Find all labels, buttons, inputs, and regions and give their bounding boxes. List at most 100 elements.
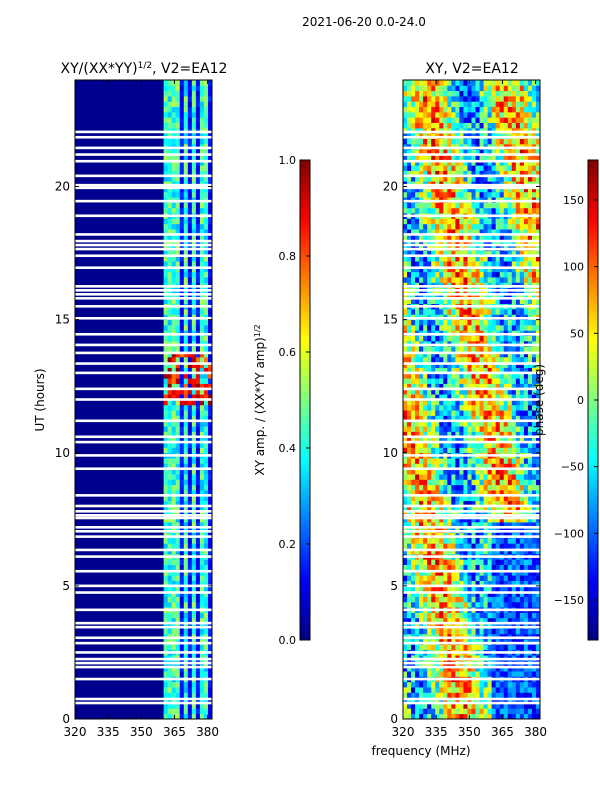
heatmap-cell: [495, 612, 501, 619]
heatmap-cell: [455, 506, 460, 512]
heatmap-cell: [527, 218, 533, 225]
heatmap-cell: [167, 218, 173, 225]
heatmap-cell: [443, 692, 448, 699]
heatmap-cell: [183, 95, 189, 102]
heatmap-cell: [439, 442, 444, 448]
heatmap-cell: [479, 564, 484, 571]
heatmap-cell: [167, 149, 173, 155]
heatmap-cell: [503, 404, 509, 411]
heatmap-cell: [503, 463, 509, 470]
heatmap-cell: [531, 585, 537, 592]
heatmap-cell: [179, 165, 185, 171]
heatmap-cell: [431, 431, 436, 438]
heatmap-cell: [163, 665, 169, 672]
heatmap-cell: [531, 458, 537, 464]
heatmap-cell: [423, 298, 428, 305]
heatmap-cell: [183, 250, 189, 257]
heatmap-cell: [163, 591, 169, 597]
heatmap-cell: [507, 521, 513, 528]
heatmap-cell: [187, 266, 193, 273]
heatmap-cell: [191, 229, 197, 235]
heatmap-cell: [507, 596, 513, 603]
heatmap-cell: [411, 665, 416, 672]
heatmap-cell: [199, 426, 205, 432]
heatmap-cell: [451, 308, 456, 315]
heatmap-cell: [403, 410, 408, 416]
heatmap-cell: [195, 692, 201, 699]
heatmap-cell: [459, 585, 464, 592]
heatmap-cell: [515, 601, 521, 608]
heatmap-cell: [203, 175, 209, 182]
heatmap-cell: [179, 692, 185, 699]
heatmap-cell: [415, 537, 420, 544]
heatmap-cell: [431, 271, 436, 278]
heatmap-cell: [179, 506, 185, 512]
heatmap-cell: [411, 367, 416, 374]
heatmap-cell: [179, 420, 185, 427]
heatmap-cell: [427, 463, 432, 470]
heatmap-cell: [467, 404, 472, 411]
heatmap-cell: [507, 564, 513, 571]
heatmap-cell: [511, 559, 517, 565]
heatmap-cell: [499, 628, 505, 635]
heatmap-cell: [491, 506, 497, 512]
heatmap-cell: [487, 458, 493, 464]
heatmap-cell: [427, 218, 432, 225]
heatmap-cell: [483, 218, 489, 225]
heatmap-cell: [163, 612, 169, 619]
heatmap-cell: [531, 207, 537, 214]
heatmap-cell: [423, 229, 428, 235]
heatmap-cell: [427, 399, 432, 406]
heatmap-cell: [451, 575, 456, 581]
heatmap-cell: [511, 468, 517, 475]
heatmap-cell: [175, 692, 181, 699]
heatmap-cell: [167, 500, 173, 507]
heatmap-cell: [479, 596, 484, 603]
heatmap-cell: [439, 506, 444, 512]
heatmap-cell: [191, 175, 197, 182]
heatmap-cell: [491, 383, 497, 390]
heatmap-cell: [183, 159, 189, 166]
heatmap-cell: [179, 404, 185, 411]
heatmap-cell: [415, 261, 420, 267]
heatmap-cell: [199, 362, 205, 368]
heatmap-cell: [183, 255, 189, 262]
heatmap-cell: [415, 447, 420, 454]
heatmap-cell: [427, 324, 432, 331]
heatmap-cell: [499, 436, 505, 443]
heatmap-cell: [455, 234, 460, 241]
heatmap-cell: [519, 681, 525, 688]
heatmap-cell: [163, 277, 169, 283]
heatmap-cell: [499, 410, 505, 416]
heatmap-cell: [403, 356, 408, 363]
heatmap-cell: [467, 681, 472, 688]
heatmap-cell: [195, 234, 201, 241]
heatmap-cell: [199, 239, 205, 246]
heatmap-cell: [195, 191, 201, 198]
heatmap-cell: [427, 697, 432, 704]
heatmap-cell: [515, 521, 521, 528]
heatmap-cell: [411, 399, 416, 406]
heatmap-cell: [491, 394, 497, 400]
heatmap-cell: [171, 356, 177, 363]
heatmap-cell: [163, 426, 169, 432]
heatmap-cell: [195, 95, 201, 102]
heatmap-cell: [415, 229, 420, 235]
heatmap-cell: [511, 394, 517, 400]
heatmap-cell: [207, 266, 212, 273]
heatmap-cell: [187, 500, 193, 507]
heatmap-cell: [503, 277, 509, 283]
heatmap-cell: [187, 612, 193, 619]
heatmap-cell: [191, 601, 197, 608]
heatmap-cell: [455, 697, 460, 704]
heatmap-cell: [167, 319, 173, 326]
heatmap-cell: [195, 601, 201, 608]
heatmap-cell: [499, 223, 505, 230]
heatmap-cell: [463, 250, 468, 257]
heatmap-cell: [183, 298, 189, 305]
heatmap-cell: [519, 271, 525, 278]
heatmap-cell: [187, 101, 193, 108]
heatmap-cell: [451, 569, 456, 576]
heatmap-cell: [463, 708, 468, 715]
heatmap-cell: [403, 495, 408, 502]
